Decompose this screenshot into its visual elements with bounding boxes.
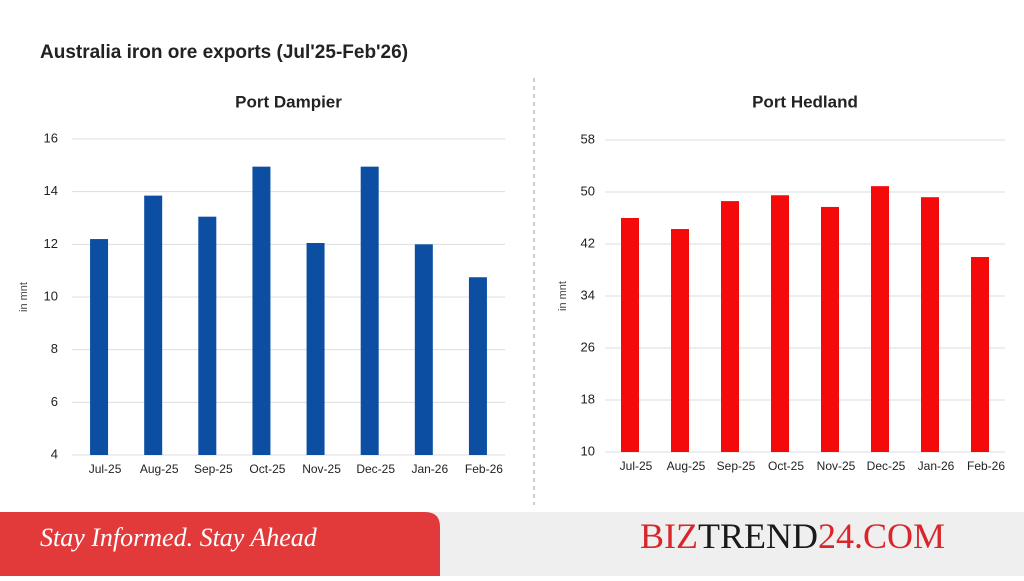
x-tick-label: Jan-26 [411, 462, 448, 476]
y-tick-label: 4 [51, 446, 58, 461]
y-tick-label: 42 [581, 235, 595, 250]
page-title: Australia iron ore exports (Jul'25-Feb'2… [40, 42, 408, 63]
slogan-band [0, 512, 440, 576]
bar [871, 186, 889, 452]
x-tick-label: Oct-25 [768, 459, 804, 473]
x-tick-label: Nov-25 [302, 462, 341, 476]
brand: BIZTREND24.COM [640, 516, 945, 556]
y-tick-label: 14 [44, 183, 58, 198]
x-tick-label: Dec-25 [356, 462, 395, 476]
bar [144, 195, 163, 455]
bar [821, 206, 839, 452]
x-tick-label: Aug-25 [667, 459, 706, 473]
x-tick-label: Feb-26 [967, 459, 1005, 473]
x-tick-label: Dec-25 [867, 459, 906, 473]
x-tick-label: Sep-25 [717, 459, 756, 473]
bar [198, 216, 217, 455]
y-tick-label: 58 [581, 131, 595, 146]
y-tick-label: 34 [581, 287, 595, 302]
chart-title: Port Hedland [752, 92, 858, 111]
bar [721, 201, 739, 452]
y-tick-label: 26 [581, 339, 595, 354]
y-tick-label: 50 [581, 183, 595, 198]
x-tick-label: Nov-25 [817, 459, 856, 473]
y-axis-label: in mnt [557, 281, 569, 311]
bar [771, 195, 789, 452]
x-tick-label: Jul-25 [620, 459, 653, 473]
bar [252, 166, 271, 455]
bar [971, 257, 989, 452]
chart-title: Port Dampier [235, 92, 342, 111]
y-tick-label: 8 [51, 341, 58, 356]
bar [306, 243, 325, 455]
brand-part: BIZ [640, 516, 698, 556]
y-tick-label: 10 [44, 288, 58, 303]
bar [90, 239, 109, 455]
y-tick-label: 16 [44, 130, 58, 145]
brand-part: TREND [698, 516, 818, 556]
y-axis-label: in mnt [18, 282, 30, 312]
brand-part: 24.COM [818, 516, 945, 556]
x-tick-label: Sep-25 [194, 462, 233, 476]
y-tick-label: 6 [51, 394, 58, 409]
x-tick-label: Aug-25 [140, 462, 179, 476]
x-tick-label: Jan-26 [918, 459, 955, 473]
bar [414, 244, 433, 455]
x-tick-label: Jul-25 [89, 462, 122, 476]
bar [671, 229, 689, 452]
y-tick-label: 12 [44, 236, 58, 251]
x-tick-label: Oct-25 [249, 462, 285, 476]
slogan: Stay Informed. Stay Ahead [40, 523, 318, 552]
y-tick-label: 10 [581, 443, 595, 458]
bar [468, 277, 487, 455]
bar [360, 166, 379, 455]
bar [621, 218, 639, 452]
x-tick-label: Feb-26 [465, 462, 503, 476]
bar [921, 197, 939, 452]
y-tick-label: 18 [581, 391, 595, 406]
